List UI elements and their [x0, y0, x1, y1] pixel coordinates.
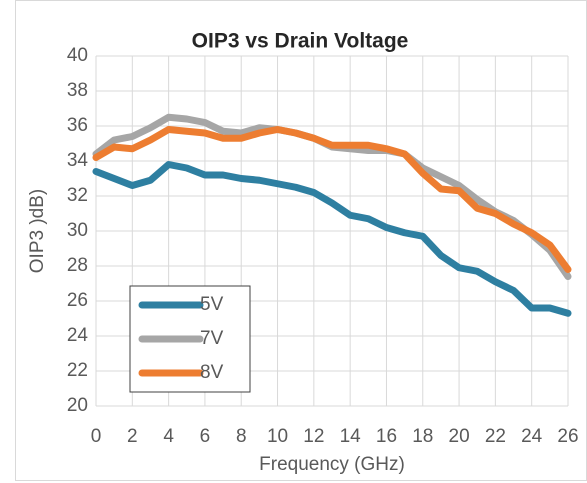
x-tick-label: 26	[557, 426, 578, 447]
legend-label: 8V	[200, 362, 224, 383]
y-tick-label: 36	[67, 115, 88, 136]
line-series	[92, 161, 572, 317]
x-tick-label: 0	[91, 426, 102, 447]
x-tick-label: 2	[127, 426, 138, 447]
x-tick-label: 8	[236, 426, 247, 447]
x-tick-label: 22	[485, 426, 506, 447]
y-tick-label: 38	[67, 80, 88, 101]
y-tick-label: 20	[67, 395, 88, 416]
x-tick-label: 16	[376, 426, 397, 447]
x-tick-label: 24	[521, 426, 543, 447]
y-tick-label: 40	[67, 45, 88, 66]
y-tick-label: 24	[67, 325, 89, 346]
y-tick-label: 22	[67, 360, 88, 381]
x-tick-label: 6	[200, 426, 211, 447]
legend-label: 7V	[200, 328, 224, 349]
x-tick-label: 10	[267, 426, 288, 447]
y-tick-label: 30	[67, 220, 88, 241]
x-tick-label: 4	[163, 426, 174, 447]
x-tick-label: 12	[303, 426, 324, 447]
y-tick-label: 32	[67, 185, 88, 206]
line-series	[92, 126, 572, 273]
x-tick-label: 18	[412, 426, 433, 447]
x-tick-label: 20	[449, 426, 470, 447]
y-tick-label: 26	[67, 290, 88, 311]
y-axis-label: OIP3 )dB)	[27, 189, 48, 273]
x-axis-label: Frequency (GHz)	[259, 454, 405, 475]
legend-label: 5V	[200, 294, 224, 315]
x-tick-label: 14	[340, 426, 362, 447]
y-tick-label: 28	[67, 255, 88, 276]
chart-title: OIP3 vs Drain Voltage	[192, 30, 409, 53]
y-tick-label: 34	[67, 150, 89, 171]
line-series	[92, 113, 572, 280]
chart-frame	[15, 0, 587, 481]
